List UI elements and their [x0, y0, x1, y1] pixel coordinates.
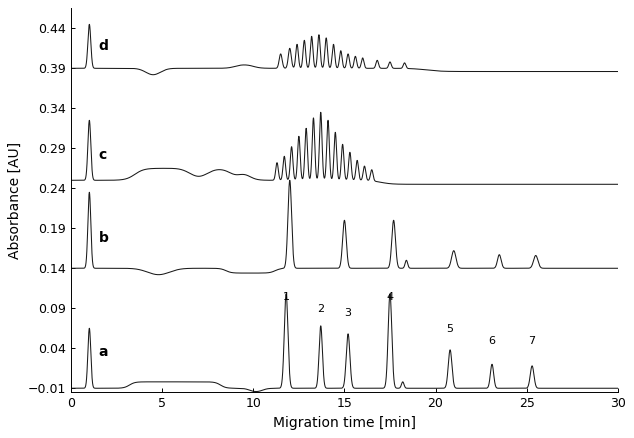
Text: d: d — [98, 39, 108, 53]
Text: a: a — [98, 345, 108, 359]
Text: 3: 3 — [344, 308, 352, 318]
Text: b: b — [98, 231, 108, 245]
Y-axis label: Absorbance [AU]: Absorbance [AU] — [8, 142, 22, 259]
Text: 5: 5 — [446, 324, 453, 334]
Text: c: c — [98, 148, 107, 162]
Text: 4: 4 — [386, 292, 394, 302]
Text: 2: 2 — [317, 304, 325, 314]
Text: 7: 7 — [529, 336, 536, 346]
X-axis label: Migration time [min]: Migration time [min] — [273, 416, 416, 430]
Text: 1: 1 — [283, 292, 290, 302]
Text: 6: 6 — [489, 336, 496, 346]
